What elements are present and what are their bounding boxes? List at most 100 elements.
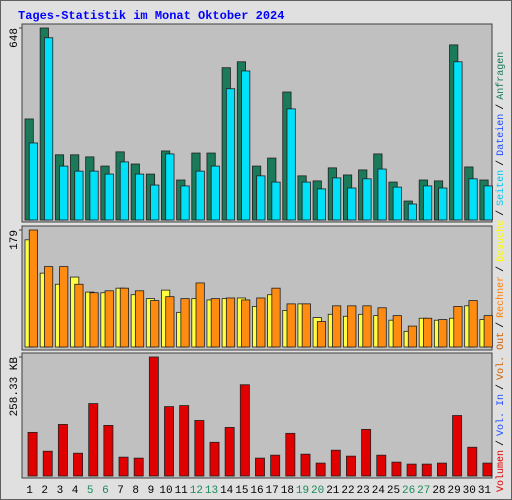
bar [347, 305, 357, 348]
legend-separator: / [495, 266, 507, 272]
bar [224, 427, 235, 477]
bar [104, 173, 114, 221]
bar [316, 321, 327, 348]
legend-entry: Dateien [495, 114, 507, 156]
bar [423, 185, 433, 221]
bar [392, 186, 402, 221]
bar [346, 455, 356, 477]
bar [332, 305, 342, 348]
legend-entry: Anfragen [495, 52, 507, 100]
bar [316, 188, 327, 221]
bar [407, 325, 418, 348]
bar [194, 420, 205, 477]
bar [438, 187, 448, 221]
bar [271, 181, 281, 221]
bar [210, 298, 220, 348]
x-tick-label: 4 [72, 485, 79, 497]
bar [28, 229, 38, 348]
bar [59, 165, 69, 221]
x-tick-label: 26 [402, 485, 415, 497]
bar [423, 317, 433, 348]
x-tick-label: 30 [463, 485, 476, 497]
bar [104, 290, 114, 348]
x-tick-label: 8 [132, 485, 139, 497]
bar [150, 184, 160, 221]
bar [482, 462, 493, 477]
x-tick-label: 15 [235, 485, 248, 497]
x-tick-label: 14 [220, 485, 234, 497]
y-tick-label: 258.33 KB [9, 357, 21, 417]
x-tick-label: 5 [87, 485, 94, 497]
x-tick-label: 31 [478, 485, 492, 497]
bar [467, 446, 478, 477]
bar [406, 463, 417, 477]
x-tick-label: 21 [326, 485, 340, 497]
bar [315, 462, 326, 477]
bar [133, 457, 144, 477]
bar [377, 307, 387, 348]
bar [119, 287, 129, 348]
x-tick-label: 9 [148, 485, 155, 497]
x-tick-label: 12 [190, 485, 203, 497]
bar [332, 177, 342, 221]
bar [42, 450, 53, 477]
legend-entry: Volumen [495, 450, 507, 492]
bar [28, 142, 38, 221]
legend-separator: / [495, 210, 507, 216]
bar [407, 203, 418, 221]
bar [119, 161, 129, 221]
bar [148, 356, 159, 477]
x-tick-label: 2 [41, 485, 48, 497]
bar [256, 175, 266, 221]
bar [57, 424, 68, 477]
legend-separator: / [495, 384, 507, 390]
bar [165, 153, 175, 221]
legend-separator: / [495, 104, 507, 110]
bar [453, 61, 463, 221]
bar [483, 185, 493, 221]
bar [286, 108, 296, 221]
bar [210, 165, 220, 221]
bar [255, 457, 265, 477]
bar [391, 461, 402, 477]
bar [89, 292, 99, 348]
bar [421, 463, 432, 477]
bar [195, 170, 205, 221]
bar [150, 300, 160, 348]
bar [164, 406, 174, 477]
x-tick-label: 27 [417, 485, 430, 497]
x-tick-label: 6 [102, 485, 109, 497]
bar [300, 453, 311, 477]
legend-entry: Besuche [495, 220, 507, 262]
legend: Volumen / Vol. In / Vol. Out / Rechner / Besuche… [495, 52, 507, 492]
legend-entry: Rechner [495, 276, 507, 318]
x-tick-label: 13 [205, 485, 218, 497]
bar [361, 428, 372, 477]
bar [452, 415, 463, 477]
bar [241, 70, 251, 221]
bar [241, 299, 251, 348]
bar [362, 305, 372, 348]
x-tick-label: 3 [57, 485, 64, 497]
bar [59, 266, 69, 348]
bar [270, 454, 281, 477]
x-tick-label: 1 [26, 485, 33, 497]
y-tick-label: 648 [9, 28, 21, 48]
x-tick-label: 28 [432, 485, 445, 497]
x-tick-label: 24 [372, 485, 386, 497]
bar [27, 431, 38, 477]
bar [195, 282, 205, 348]
x-tick-label: 23 [357, 485, 370, 497]
x-tick-label: 25 [387, 485, 400, 497]
plot-area [21, 352, 493, 479]
bar [225, 88, 236, 221]
bar [179, 405, 190, 477]
bar [377, 168, 387, 221]
x-tick-label: 22 [341, 485, 354, 497]
bar [301, 303, 311, 348]
bar [225, 297, 236, 348]
x-tick-label: 18 [281, 485, 294, 497]
bar [271, 287, 281, 348]
bar [89, 170, 99, 221]
